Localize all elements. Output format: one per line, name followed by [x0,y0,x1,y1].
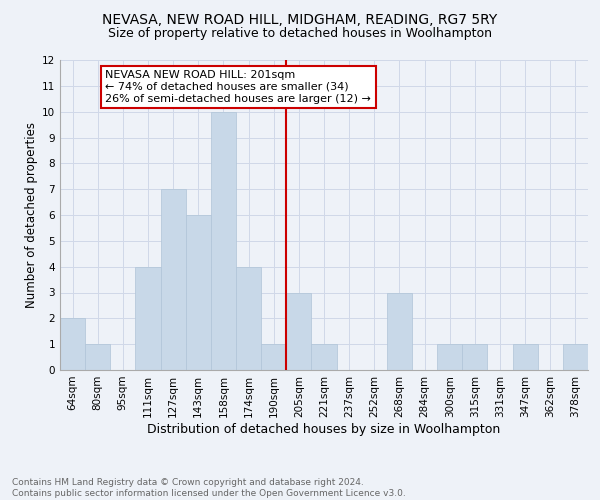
Text: Contains HM Land Registry data © Crown copyright and database right 2024.
Contai: Contains HM Land Registry data © Crown c… [12,478,406,498]
Bar [462,344,487,370]
Bar [387,292,412,370]
Text: Size of property relative to detached houses in Woolhampton: Size of property relative to detached ho… [108,28,492,40]
Bar [85,344,110,370]
Text: NEVASA, NEW ROAD HILL, MIDGHAM, READING, RG7 5RY: NEVASA, NEW ROAD HILL, MIDGHAM, READING,… [103,12,497,26]
Bar [211,112,236,370]
Bar [512,344,538,370]
Y-axis label: Number of detached properties: Number of detached properties [25,122,38,308]
Bar [437,344,462,370]
Bar [286,292,311,370]
Bar [311,344,337,370]
Bar [261,344,286,370]
X-axis label: Distribution of detached houses by size in Woolhampton: Distribution of detached houses by size … [148,422,500,436]
Text: NEVASA NEW ROAD HILL: 201sqm
← 74% of detached houses are smaller (34)
26% of se: NEVASA NEW ROAD HILL: 201sqm ← 74% of de… [105,70,371,104]
Bar [186,215,211,370]
Bar [136,266,161,370]
Bar [236,266,261,370]
Bar [60,318,85,370]
Bar [563,344,588,370]
Bar [161,189,186,370]
